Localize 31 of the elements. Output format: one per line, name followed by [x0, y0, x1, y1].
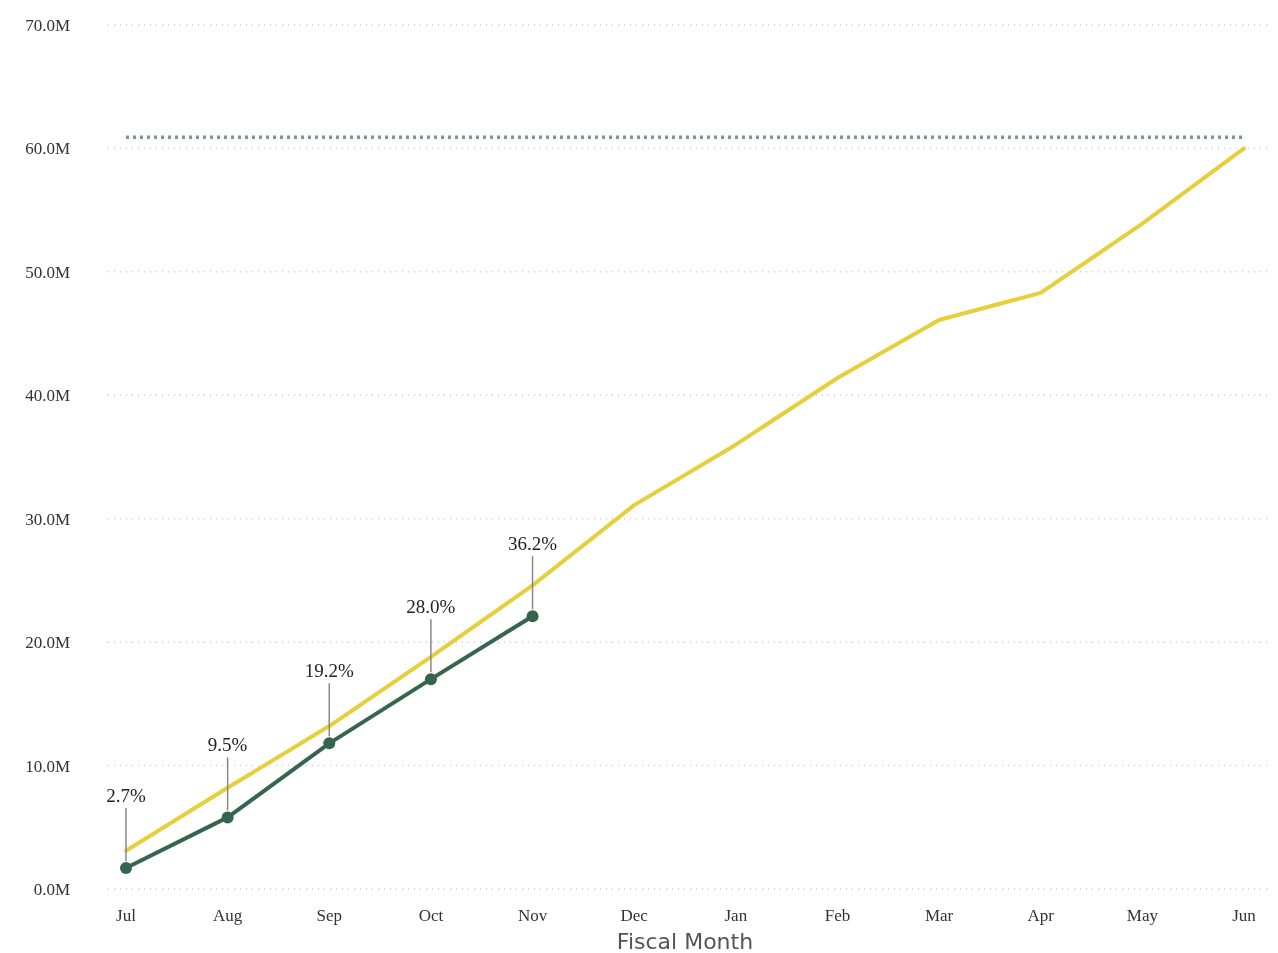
x-tick-label: Jan	[724, 906, 748, 925]
y-tick-label: 10.0M	[25, 756, 70, 776]
x-tick-label: Jul	[116, 906, 137, 925]
x-tick-label: Sep	[316, 906, 343, 925]
x-tick-label: Oct	[418, 906, 444, 925]
x-tick-label: Feb	[824, 906, 851, 925]
x-tick-label: May	[1126, 906, 1159, 925]
point	[120, 862, 132, 875]
x-tick-label: Jun	[1232, 906, 1257, 925]
y-tick-label: 20.0M	[25, 633, 70, 653]
point	[424, 673, 437, 686]
x-tick-label: Mar	[924, 906, 954, 925]
annotation: 28.0%	[406, 596, 456, 618]
point	[323, 737, 336, 750]
x-tick-label: Apr	[1027, 906, 1055, 925]
y-tick-label: 0.0M	[33, 880, 70, 899]
x-tick-label: Nov	[517, 906, 548, 925]
point	[221, 811, 234, 824]
y-tick-label: 70.0M	[25, 16, 70, 35]
point	[526, 610, 539, 623]
y-tick-label: 30.0M	[25, 509, 70, 529]
annotation: 19.2%	[304, 660, 354, 682]
annotation: 2.7%	[106, 785, 146, 807]
x-axis-title: Fiscal Month	[616, 929, 754, 953]
annotation: 36.2%	[508, 533, 558, 555]
y-tick-label: 50.0M	[25, 262, 70, 282]
x-tick-label: Dec	[620, 906, 649, 925]
y-tick-label: 40.0M	[25, 386, 70, 406]
y-tick-label: 60.0M	[25, 139, 70, 159]
x-tick-label: Aug	[213, 906, 243, 925]
annotation: 9.5%	[207, 734, 248, 756]
